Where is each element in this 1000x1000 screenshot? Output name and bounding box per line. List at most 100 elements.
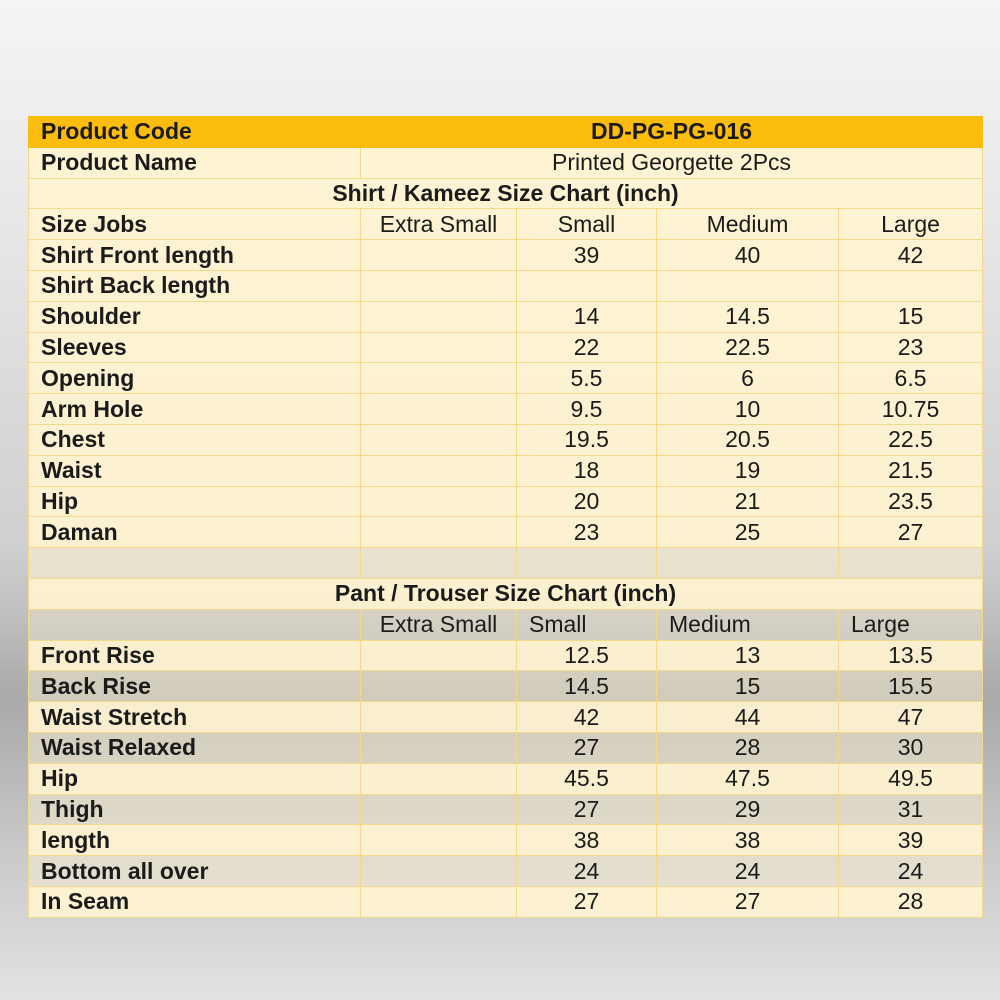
measurement-value: 22: [516, 331, 657, 364]
table-row: Daman 23 25 27: [28, 516, 984, 549]
measurement-value: [360, 423, 517, 456]
spacer-cell: [360, 547, 517, 579]
measurement-value: 5.5: [516, 362, 657, 395]
measurement-label: Hip: [28, 762, 361, 795]
measurement-value: 44: [656, 701, 839, 733]
table-row: Opening 5.5 6 6.5: [28, 362, 984, 395]
measurement-value: 38: [516, 824, 657, 857]
measurement-value: [360, 885, 517, 918]
measurement-value: [360, 393, 517, 425]
table-row: Hip 20 21 23.5: [28, 485, 984, 518]
product-code-label: Product Code: [28, 116, 361, 148]
table-row: Chest 19.5 20.5 22.5: [28, 423, 984, 456]
measurement-value: 28: [837, 885, 984, 918]
shirt-col-small: Small: [516, 208, 657, 241]
measurement-value: 30: [837, 731, 984, 764]
measurement-value: [360, 485, 517, 518]
measurement-value: 6.5: [837, 362, 984, 395]
measurement-label: Thigh: [28, 793, 361, 826]
product-name-row: Product Name Printed Georgette 2Pcs: [28, 146, 984, 179]
measurement-label: In Seam: [28, 885, 361, 918]
measurement-value: 10.75: [837, 393, 984, 425]
pant-title-row: Pant / Trouser Size Chart (inch): [27, 577, 984, 610]
table-row: Shoulder 14 14.5 15: [28, 300, 984, 333]
measurement-value: [360, 670, 517, 703]
table-row: Waist 18 19 21.5: [28, 454, 984, 487]
measurement-label: Back Rise: [28, 670, 361, 703]
size-chart-table: Product Code DD-PG-PG-016 Product Name P…: [27, 116, 984, 918]
table-row: Arm Hole 9.5 10 10.75: [28, 393, 984, 425]
measurement-value: 27: [837, 516, 984, 549]
measurement-value: 38: [656, 824, 839, 857]
measurement-value: 24: [837, 855, 984, 887]
measurement-value: 24: [516, 855, 657, 887]
measurement-value: 21: [656, 485, 839, 518]
measurement-value: [360, 731, 517, 764]
pant-column-header-row: Extra Small Small Medium Large: [28, 608, 984, 641]
measurement-value: 28: [656, 731, 839, 764]
table-row: Shirt Back length: [28, 269, 984, 302]
measurement-label: Waist Stretch: [28, 701, 361, 733]
measurement-value: 25: [656, 516, 839, 549]
table-row: Waist Relaxed 27 28 30: [28, 731, 984, 764]
measurement-label: Sleeves: [28, 331, 361, 364]
measurement-value: 39: [516, 239, 657, 271]
shirt-section-title: Shirt / Kameez Size Chart (inch): [27, 177, 984, 210]
measurement-label: Waist: [28, 454, 361, 487]
measurement-value: [360, 855, 517, 887]
shirt-col-extra-small: Extra Small: [360, 208, 517, 241]
measurement-value: [360, 793, 517, 826]
measurement-value: [360, 701, 517, 733]
measurement-value: [656, 269, 839, 302]
measurement-label: Front Rise: [28, 639, 361, 672]
measurement-value: 6: [656, 362, 839, 395]
table-row: In Seam 27 27 28: [28, 885, 984, 918]
table-row: Front Rise 12.5 13 13.5: [28, 639, 984, 672]
measurement-value: [360, 639, 517, 672]
measurement-value: 19: [656, 454, 839, 487]
spacer-cell: [837, 547, 984, 579]
measurement-value: 10: [656, 393, 839, 425]
pant-col-large: Large: [837, 608, 984, 641]
measurement-value: 29: [656, 793, 839, 826]
measurement-label: Chest: [28, 423, 361, 456]
table-row: Hip 45.5 47.5 49.5: [28, 762, 984, 795]
measurement-value: [360, 762, 517, 795]
product-code-value: DD-PG-PG-016: [359, 116, 984, 148]
shirt-col-large: Large: [837, 208, 984, 241]
measurement-label: Daman: [28, 516, 361, 549]
measurement-value: 12.5: [516, 639, 657, 672]
measurement-value: 14: [516, 300, 657, 333]
measurement-value: 42: [516, 701, 657, 733]
table-row: Thigh 27 29 31: [28, 793, 984, 826]
measurement-value: [360, 300, 517, 333]
measurement-value: [360, 454, 517, 487]
measurement-value: 9.5: [516, 393, 657, 425]
pant-col-small: Small: [516, 608, 657, 641]
measurement-value: 20.5: [656, 423, 839, 456]
pant-corner-cell: [28, 608, 361, 641]
measurement-value: 21.5: [837, 454, 984, 487]
measurement-label: Shirt Back length: [28, 269, 361, 302]
measurement-value: [360, 239, 517, 271]
measurement-label: Waist Relaxed: [28, 731, 361, 764]
shirt-column-header-row: Size Jobs Extra Small Small Medium Large: [28, 208, 984, 241]
table-row: Back Rise 14.5 15 15.5: [28, 670, 984, 703]
product-name-value: Printed Georgette 2Pcs: [359, 146, 984, 179]
measurement-value: 24: [656, 855, 839, 887]
measurement-value: 23: [837, 331, 984, 364]
table-row: Bottom all over 24 24 24: [28, 855, 984, 887]
spacer-cell: [28, 547, 361, 579]
measurement-value: 27: [516, 731, 657, 764]
measurement-value: 49.5: [837, 762, 984, 795]
measurement-label: length: [28, 824, 361, 857]
product-code-row: Product Code DD-PG-PG-016: [28, 116, 984, 148]
measurement-value: [837, 269, 984, 302]
measurement-value: [360, 824, 517, 857]
measurement-value: 15.5: [837, 670, 984, 703]
measurement-value: 13.5: [837, 639, 984, 672]
measurement-label: Shoulder: [28, 300, 361, 333]
measurement-value: 22.5: [656, 331, 839, 364]
measurement-label: Bottom all over: [28, 855, 361, 887]
product-name-label: Product Name: [28, 146, 361, 179]
